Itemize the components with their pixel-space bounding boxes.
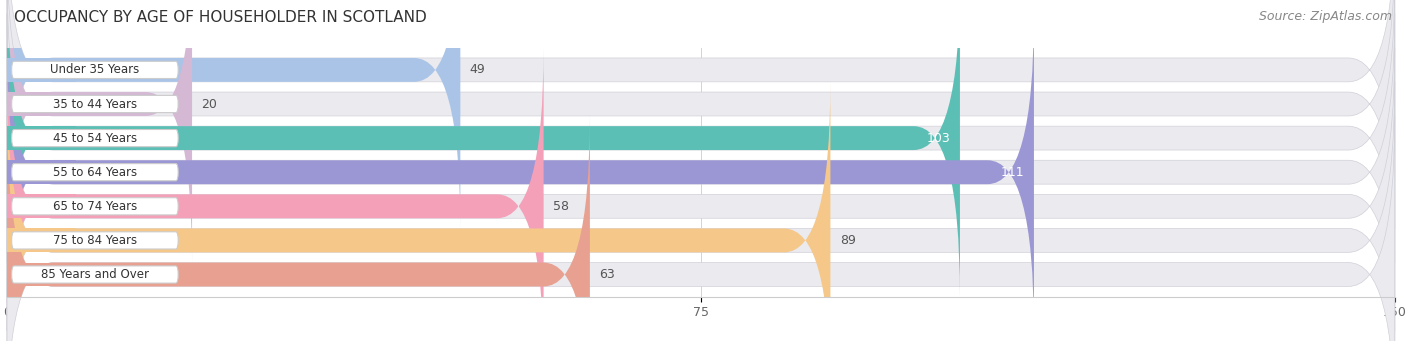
FancyBboxPatch shape xyxy=(11,95,179,113)
FancyBboxPatch shape xyxy=(7,263,76,286)
Text: 45 to 54 Years: 45 to 54 Years xyxy=(53,132,136,145)
FancyBboxPatch shape xyxy=(7,82,1395,341)
FancyBboxPatch shape xyxy=(7,0,1395,263)
Text: 65 to 74 Years: 65 to 74 Years xyxy=(53,200,136,213)
Text: 20: 20 xyxy=(201,98,217,110)
FancyBboxPatch shape xyxy=(7,0,193,263)
Text: 55 to 64 Years: 55 to 64 Years xyxy=(53,166,136,179)
Text: 103: 103 xyxy=(927,132,950,145)
FancyBboxPatch shape xyxy=(7,228,76,252)
FancyBboxPatch shape xyxy=(7,194,76,218)
Text: Source: ZipAtlas.com: Source: ZipAtlas.com xyxy=(1258,10,1392,23)
FancyBboxPatch shape xyxy=(7,0,1395,228)
FancyBboxPatch shape xyxy=(7,126,76,150)
FancyBboxPatch shape xyxy=(7,160,76,184)
Text: 111: 111 xyxy=(1001,166,1025,179)
FancyBboxPatch shape xyxy=(11,164,179,181)
Text: 63: 63 xyxy=(599,268,614,281)
FancyBboxPatch shape xyxy=(7,58,76,82)
FancyBboxPatch shape xyxy=(7,116,1395,341)
FancyBboxPatch shape xyxy=(7,14,1395,331)
FancyBboxPatch shape xyxy=(7,14,1033,331)
Text: 35 to 44 Years: 35 to 44 Years xyxy=(53,98,136,110)
Text: 75 to 84 Years: 75 to 84 Years xyxy=(53,234,136,247)
FancyBboxPatch shape xyxy=(11,232,179,249)
FancyBboxPatch shape xyxy=(11,266,179,283)
FancyBboxPatch shape xyxy=(7,48,1395,341)
Text: 58: 58 xyxy=(553,200,569,213)
FancyBboxPatch shape xyxy=(7,48,544,341)
FancyBboxPatch shape xyxy=(7,82,831,341)
Text: 49: 49 xyxy=(470,63,485,76)
Text: OCCUPANCY BY AGE OF HOUSEHOLDER IN SCOTLAND: OCCUPANCY BY AGE OF HOUSEHOLDER IN SCOTL… xyxy=(14,10,427,25)
FancyBboxPatch shape xyxy=(7,0,1395,297)
FancyBboxPatch shape xyxy=(7,92,76,116)
Text: 85 Years and Over: 85 Years and Over xyxy=(41,268,149,281)
FancyBboxPatch shape xyxy=(11,61,179,78)
FancyBboxPatch shape xyxy=(11,130,179,147)
FancyBboxPatch shape xyxy=(7,0,460,228)
FancyBboxPatch shape xyxy=(7,116,591,341)
Text: Under 35 Years: Under 35 Years xyxy=(51,63,139,76)
FancyBboxPatch shape xyxy=(11,198,179,215)
Text: 89: 89 xyxy=(839,234,855,247)
FancyBboxPatch shape xyxy=(7,0,960,297)
